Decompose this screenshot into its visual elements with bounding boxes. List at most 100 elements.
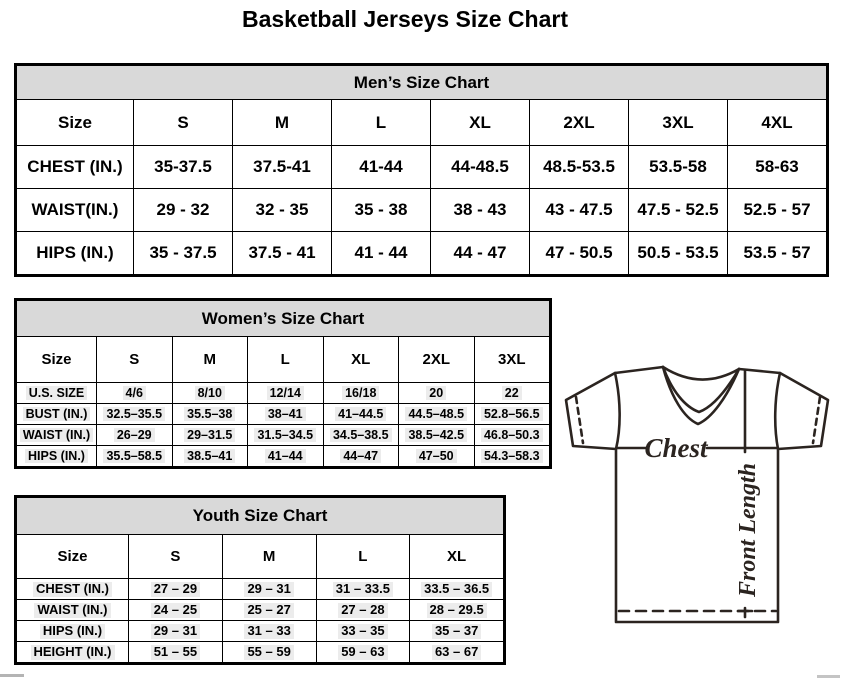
cell-value: 29–31.5 (171, 424, 248, 446)
front-length-label: Front Length (735, 463, 761, 598)
cell-value: 29 - 32 (133, 188, 233, 232)
chest-label: Chest (644, 433, 709, 463)
jersey-measurement-diagram: Chest Front Length (564, 365, 830, 624)
cell-value-text: 28 – 29.5 (426, 602, 487, 618)
cell-value: 44.5–48.5 (398, 403, 475, 425)
row-label: CHEST (IN.) (16, 145, 134, 189)
cell-value: 35.5–58.5 (96, 445, 173, 467)
cell-value: 41–44.5 (322, 403, 399, 425)
cell-value-text: 51 – 55 (150, 644, 201, 660)
row-label-text: HEIGHT (IN.) (30, 644, 115, 660)
size-header: Size (16, 534, 129, 579)
womens-size-chart-table: Women’s Size Chart Size S M L XL 2XL 3XL U.S. SI… (14, 298, 552, 469)
cell-value-text: 44–47 (340, 448, 382, 464)
cell-value-text: 38.5–41 (184, 448, 236, 464)
table-title: Women’s Size Chart (16, 300, 550, 337)
cell-value-text: 26–29 (113, 427, 155, 443)
cell-value-text: 55 – 59 (244, 644, 294, 660)
cell-value-text: 31.5–34.5 (254, 427, 317, 443)
cell-value-text: 46.8–50.3 (480, 427, 543, 443)
cell-value-text: 32.5–35.5 (103, 406, 166, 422)
row-label-text: HIPS (IN.) (25, 448, 88, 464)
cell-value-text: 29 – 31 (244, 581, 294, 597)
row-label: BUST (IN.) (16, 403, 97, 425)
cell-value: 12/14 (247, 382, 324, 404)
cell-value-text: 47–50 (415, 448, 457, 464)
row-label-text: HIPS (IN.) (39, 623, 106, 639)
cell-value: 44 - 47 (430, 231, 530, 275)
column-header: 3XL (628, 99, 728, 146)
cell-value: 48.5-53.5 (529, 145, 629, 189)
cell-value: 25 – 27 (221, 599, 317, 621)
row-label: U.S. SIZE (16, 382, 97, 404)
cell-value: 35 - 38 (331, 188, 431, 232)
cell-value: 26–29 (96, 424, 173, 446)
cell-value-text: 27 – 29 (150, 581, 201, 597)
cell-value: 20 (398, 382, 475, 404)
row-label-text: WAIST (IN.) (19, 427, 94, 443)
row-label: WAIST (IN.) (16, 424, 97, 446)
column-header: L (331, 99, 431, 146)
jersey-outline (564, 365, 830, 624)
size-header: Size (16, 99, 134, 146)
front-length-measure-line (736, 369, 754, 619)
cell-value-text: 41–44.5 (335, 406, 387, 422)
collar-back-arc (661, 365, 741, 381)
cell-value: 46.8–50.3 (473, 424, 550, 446)
cell-value: 50.5 - 53.5 (628, 231, 728, 275)
column-header: 2XL (529, 99, 629, 146)
right-armhole-seam (773, 371, 782, 451)
column-header: M (232, 99, 332, 146)
cell-value-text: 31 – 33 (244, 623, 294, 639)
cell-value-text: 35.5–58.5 (103, 448, 166, 464)
cell-value: 4/6 (96, 382, 173, 404)
cell-value: 16/18 (322, 382, 399, 404)
horizontal-scrollbar-fragment-right[interactable] (817, 675, 840, 678)
cell-value-text: 33.5 – 36.5 (421, 581, 493, 597)
cell-value: 31 – 33 (221, 620, 317, 642)
column-header: XL (430, 99, 530, 146)
cell-value-text: 25 – 27 (244, 602, 294, 618)
column-header: L (247, 336, 324, 383)
cell-value: 53.5 - 57 (727, 231, 827, 275)
cell-value-text: 38.5–42.5 (405, 427, 468, 443)
cell-value: 22 (473, 382, 550, 404)
cell-value-text: 22 (501, 385, 522, 401)
cell-value: 38 - 43 (430, 188, 530, 232)
cell-value: 27 – 29 (128, 578, 223, 600)
cell-value: 35 - 37.5 (133, 231, 233, 275)
row-label-text: WAIST (IN.) (34, 602, 111, 618)
cell-value-text: 12/14 (266, 385, 304, 401)
cell-value: 54.3–58.3 (473, 445, 550, 467)
column-header: M (171, 336, 248, 383)
row-label: HIPS (IN.) (16, 445, 97, 467)
cell-value-text: 63 – 67 (431, 644, 482, 660)
collar-outer-v (661, 365, 741, 426)
cell-value: 37.5-41 (232, 145, 332, 189)
cell-value: 31 – 33.5 (315, 578, 411, 600)
horizontal-scrollbar-fragment-left[interactable] (0, 674, 24, 677)
row-label-text: BUST (IN.) (22, 406, 91, 422)
cell-value-text: 41–44 (264, 448, 306, 464)
cell-value: 29 – 31 (221, 578, 317, 600)
column-header: 2XL (398, 336, 475, 383)
cell-value: 34.5–38.5 (322, 424, 399, 446)
cell-value-text: 34.5–38.5 (329, 427, 392, 443)
cell-value: 43 - 47.5 (529, 188, 629, 232)
cell-value: 35.5–38 (171, 403, 248, 425)
column-header: 3XL (473, 336, 550, 383)
cell-value: 33 – 35 (315, 620, 411, 642)
cell-value-text: 35 – 37 (431, 623, 482, 639)
cell-value: 41–44 (247, 445, 324, 467)
cell-value-text: 59 – 63 (338, 644, 388, 660)
cell-value: 47 - 50.5 (529, 231, 629, 275)
cell-value: 24 – 25 (128, 599, 223, 621)
page-title: Basketball Jerseys Size Chart (241, 6, 568, 32)
left-cuff-dashed-line (574, 395, 585, 445)
column-header: 4XL (727, 99, 827, 146)
cell-value-text: 35.5–38 (184, 406, 236, 422)
cell-value: 8/10 (171, 382, 248, 404)
cell-value: 28 – 29.5 (409, 599, 504, 621)
cell-value: 44–47 (322, 445, 399, 467)
cell-value-text: 29–31.5 (184, 427, 236, 443)
